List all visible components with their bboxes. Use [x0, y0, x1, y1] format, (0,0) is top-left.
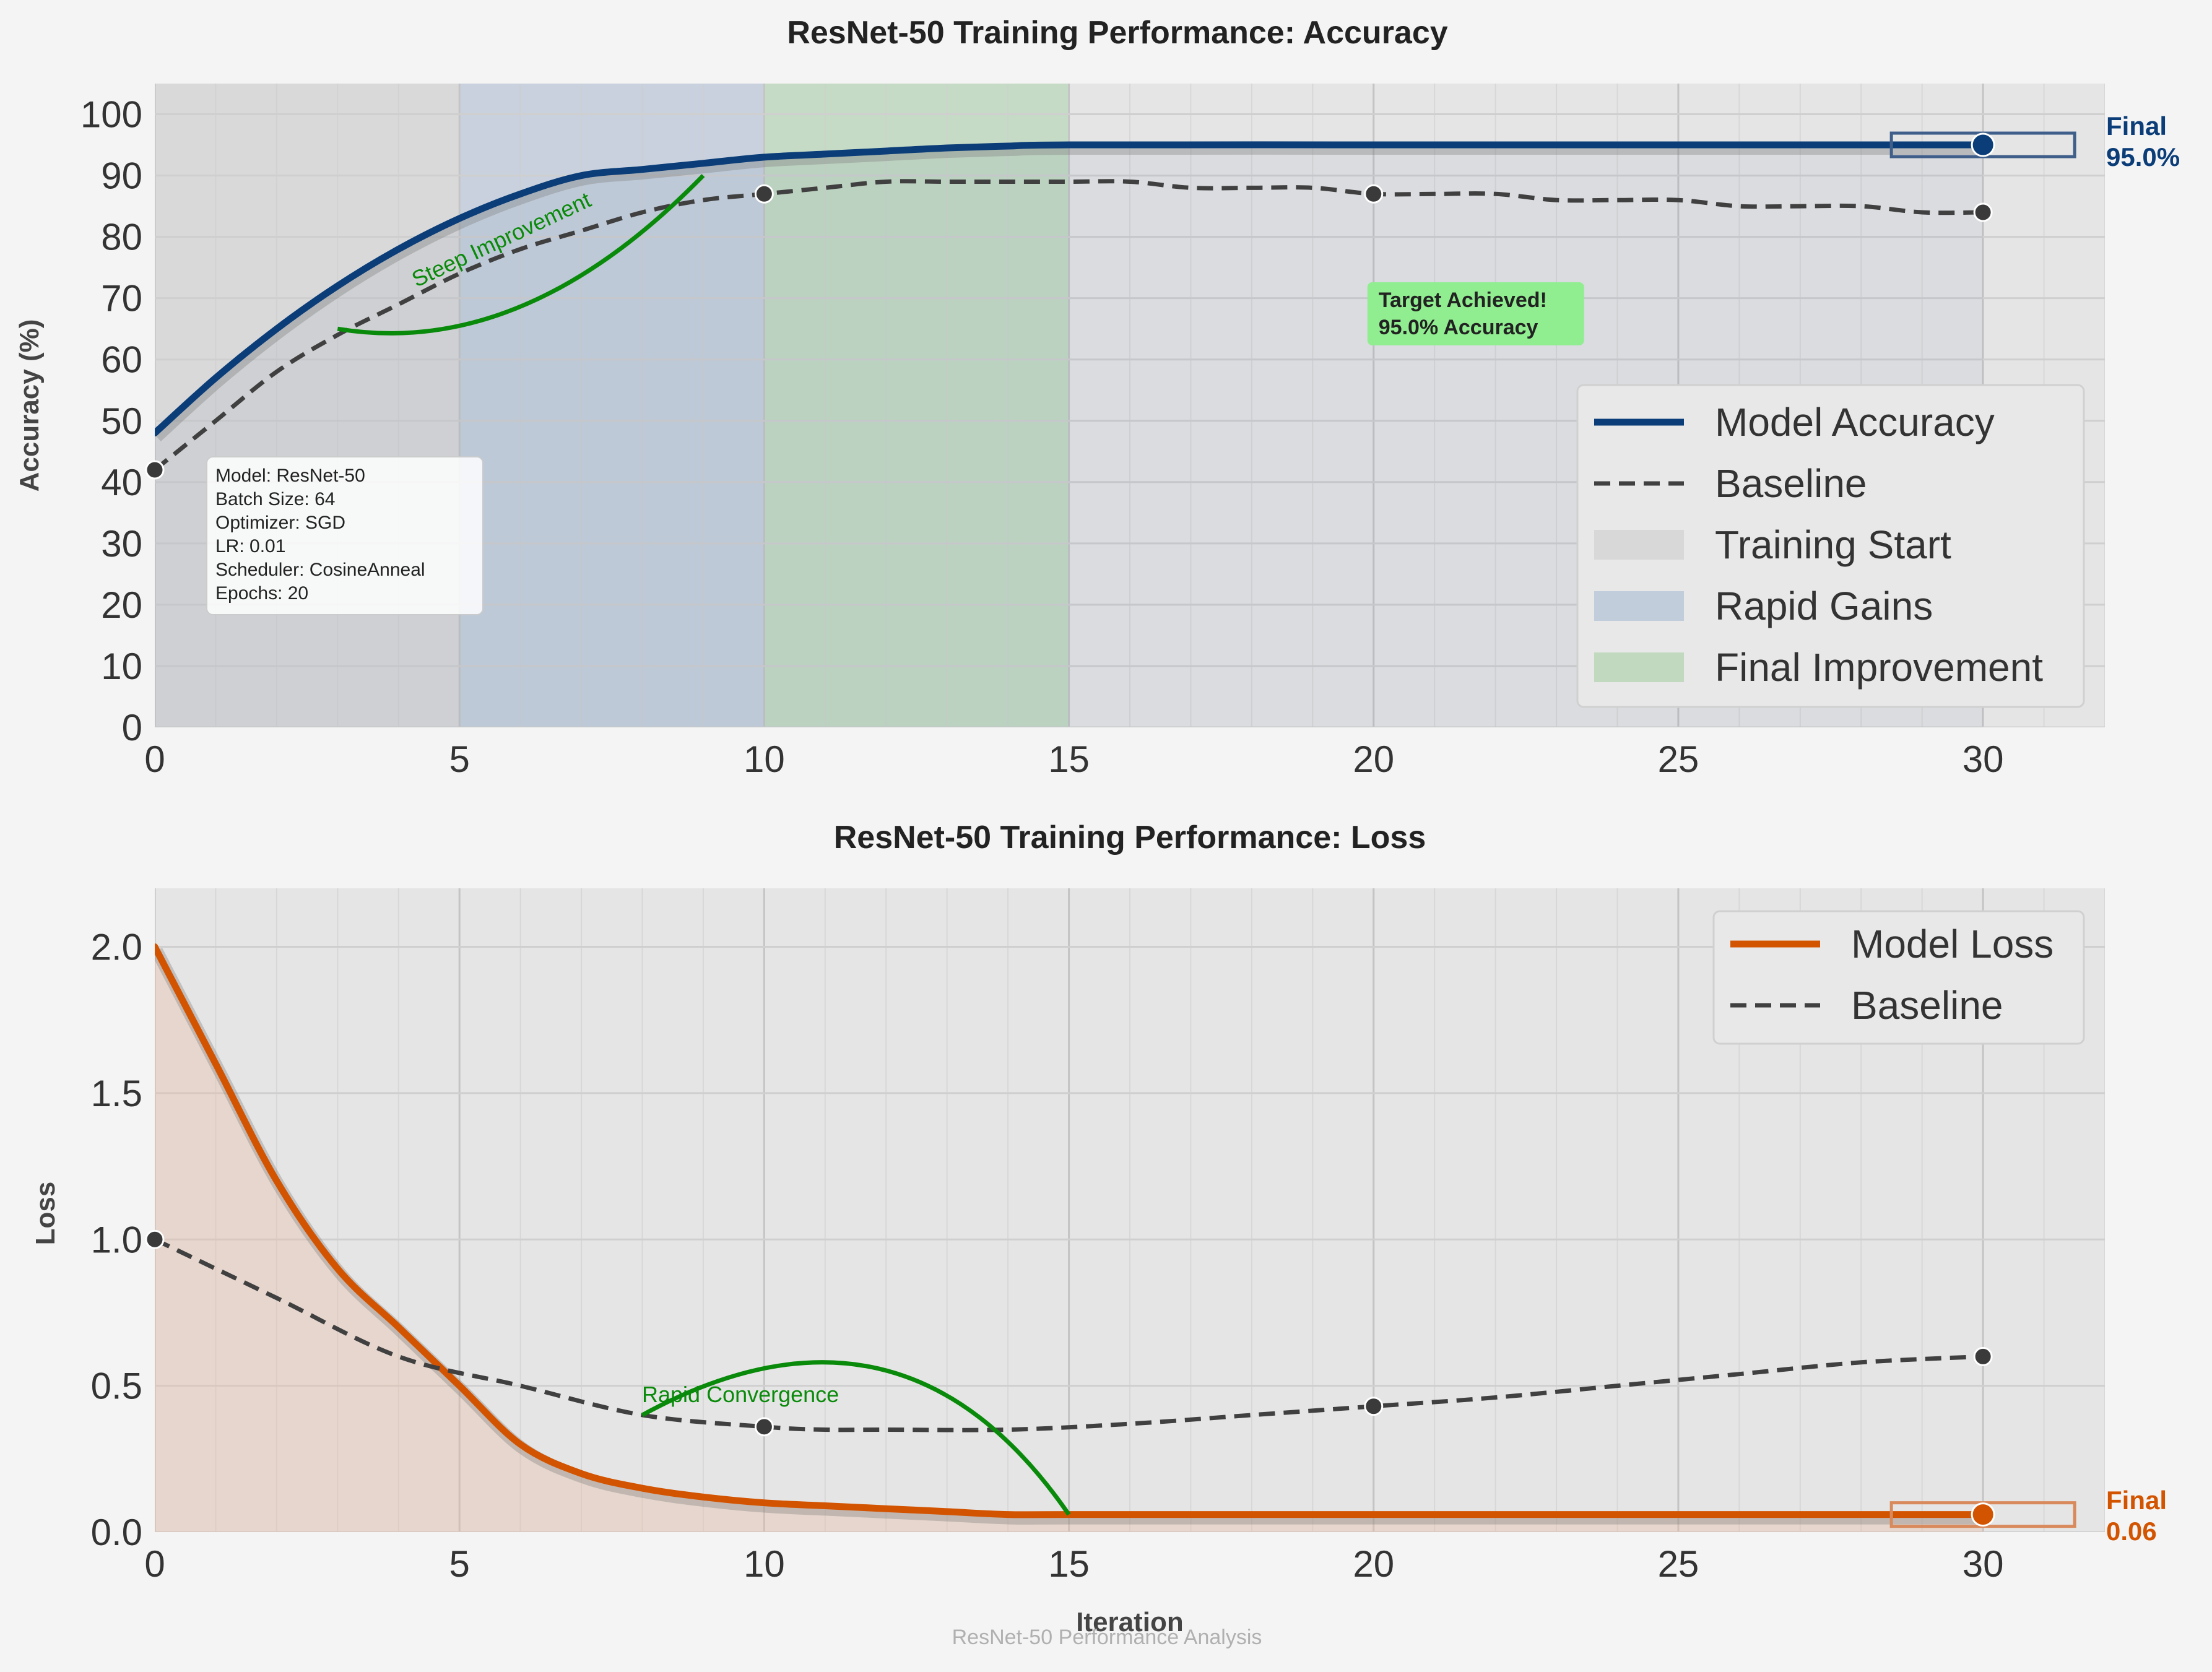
accuracy-x-tick-label: 20 [1353, 739, 1394, 780]
loss-baseline-point [754, 1417, 774, 1437]
loss-x-axis-label: Iteration [1076, 1607, 1184, 1637]
footer-text: ResNet-50 Performance Analysis [952, 1626, 1262, 1649]
loss-baseline-point [1364, 1397, 1384, 1416]
loss-x-tick-label: 30 [1963, 1543, 2004, 1585]
rapid-convergence-label: Rapid Convergence [642, 1382, 839, 1407]
accuracy-model-line-shadow [155, 142, 1985, 442]
steep-improvement-arrow [337, 174, 705, 336]
legend-swatch [1594, 530, 1684, 560]
accuracy-y-axis-label: Accuracy (%) [14, 319, 45, 492]
legend-label: Final Improvement [1715, 645, 2043, 690]
final-accuracy-label: 95.0% [2106, 142, 2180, 171]
final-loss-label: 0.06 [2106, 1517, 2157, 1546]
legend-frame [1576, 384, 2085, 708]
target-achieved-text: Target Achieved! [1379, 288, 1547, 312]
accuracy-y-tick-label: 60 [101, 339, 142, 381]
loss-x-tick-label: 25 [1658, 1543, 1699, 1585]
accuracy-model-line [155, 141, 1987, 437]
loss-y-tick-label: 1.0 [91, 1219, 142, 1260]
accuracy-x-tick-label: 30 [1963, 739, 2004, 780]
loss-x-tick-label: 20 [1353, 1543, 1394, 1585]
final-loss-point [1971, 1502, 1995, 1527]
rapid-convergence-arrow [641, 1360, 1071, 1516]
accuracy-y-tick-label: 40 [101, 462, 142, 503]
accuracy-y-tick-label: 30 [101, 523, 142, 565]
accuracy-x-tick-label: 25 [1658, 739, 1699, 780]
loss-area-fill [155, 946, 1984, 1532]
accuracy-x-tick-label: 0 [144, 739, 165, 780]
loss-y-tick-label: 0.5 [91, 1366, 142, 1407]
accuracy-panel: 0 5 10 15 20 25 30 0 10 20 30 40 50 60 70 80 90 100 ResNe… [14, 15, 2180, 780]
loss-y-axis-label: Loss [30, 1182, 61, 1245]
legend-label: Model Loss [1851, 922, 2054, 966]
loss-legend: Model Loss Baseline [1712, 910, 2085, 1045]
loss-baseline-point [145, 1229, 165, 1249]
info-box-line: LR: 0.01 [215, 536, 285, 557]
loss-x-tick-label: 5 [449, 1543, 470, 1585]
legend-label: Rapid Gains [1715, 584, 1933, 628]
accuracy-baseline-point [754, 184, 774, 204]
accuracy-y-tick-label: 10 [101, 646, 142, 687]
info-box-line: Model: ResNet-50 [215, 466, 365, 486]
loss-baseline-point [1973, 1346, 1993, 1366]
accuracy-y-tick-label: 70 [101, 278, 142, 319]
accuracy-baseline-point [1973, 202, 1993, 222]
target-achieved-text: 95.0% Accuracy [1379, 316, 1538, 339]
loss-baseline-line [155, 1237, 1984, 1432]
final-loss-label: Final [2106, 1486, 2167, 1515]
accuracy-baseline-point [145, 460, 165, 480]
loss-x-tick-label: 0 [144, 1543, 165, 1585]
final-accuracy-label: Final [2106, 111, 2167, 141]
accuracy-y-tick-label: 0 [122, 707, 142, 748]
accuracy-baseline-point [1364, 184, 1384, 204]
final-accuracy-point [1971, 132, 1995, 157]
loss-chart-title: ResNet-50 Training Performance: Loss [834, 820, 1426, 855]
info-box-line: Batch Size: 64 [215, 489, 335, 509]
info-box-line: Epochs: 20 [215, 583, 308, 604]
loss-y-tick-label: 2.0 [91, 927, 142, 968]
accuracy-y-tick-label: 80 [101, 217, 142, 258]
accuracy-y-tick-label: 50 [101, 401, 142, 442]
loss-x-tick-label: 10 [744, 1543, 785, 1585]
accuracy-x-tick-label: 10 [744, 739, 785, 780]
info-box-line: Scheduler: CosineAnneal [215, 560, 425, 580]
legend-label: Model Accuracy [1715, 400, 1995, 444]
accuracy-y-tick-label: 100 [80, 94, 142, 136]
accuracy-x-tick-label: 15 [1048, 739, 1090, 780]
loss-panel: 0 5 10 15 20 25 30 0.0 0.5 1.0 1.5 2.0 ResNet-50 Tr… [30, 820, 2167, 1637]
loss-y-tick-label: 0.0 [91, 1512, 142, 1553]
accuracy-y-tick-label: 20 [101, 584, 142, 626]
legend-swatch [1594, 652, 1684, 682]
legend-label: Training Start [1715, 522, 1951, 567]
loss-model-line [155, 943, 1987, 1518]
target-achieved-box [1367, 282, 1584, 345]
accuracy-legend: Model Accuracy Baseline Training Start Rapi… [1576, 384, 2085, 708]
model-info-box: Model: ResNet-50 Batch Size: 64 Optimizer:… [206, 456, 484, 615]
region-training-start [155, 84, 460, 727]
loss-y-tick-label: 1.5 [91, 1073, 142, 1114]
legend-swatch [1594, 591, 1684, 621]
region-rapid-gains [459, 84, 765, 727]
info-box-background [206, 456, 484, 615]
loss-x-tick-label: 15 [1048, 1543, 1090, 1585]
accuracy-y-tick-label: 90 [101, 155, 142, 197]
accuracy-baseline-line [155, 179, 1984, 472]
legend-label: Baseline [1851, 983, 2003, 1028]
accuracy-chart-title: ResNet-50 Training Performance: Accuracy [787, 15, 1447, 51]
info-box-line: Optimizer: SGD [215, 513, 345, 533]
legend-label: Baseline [1715, 461, 1867, 506]
accuracy-x-tick-label: 5 [449, 739, 470, 780]
